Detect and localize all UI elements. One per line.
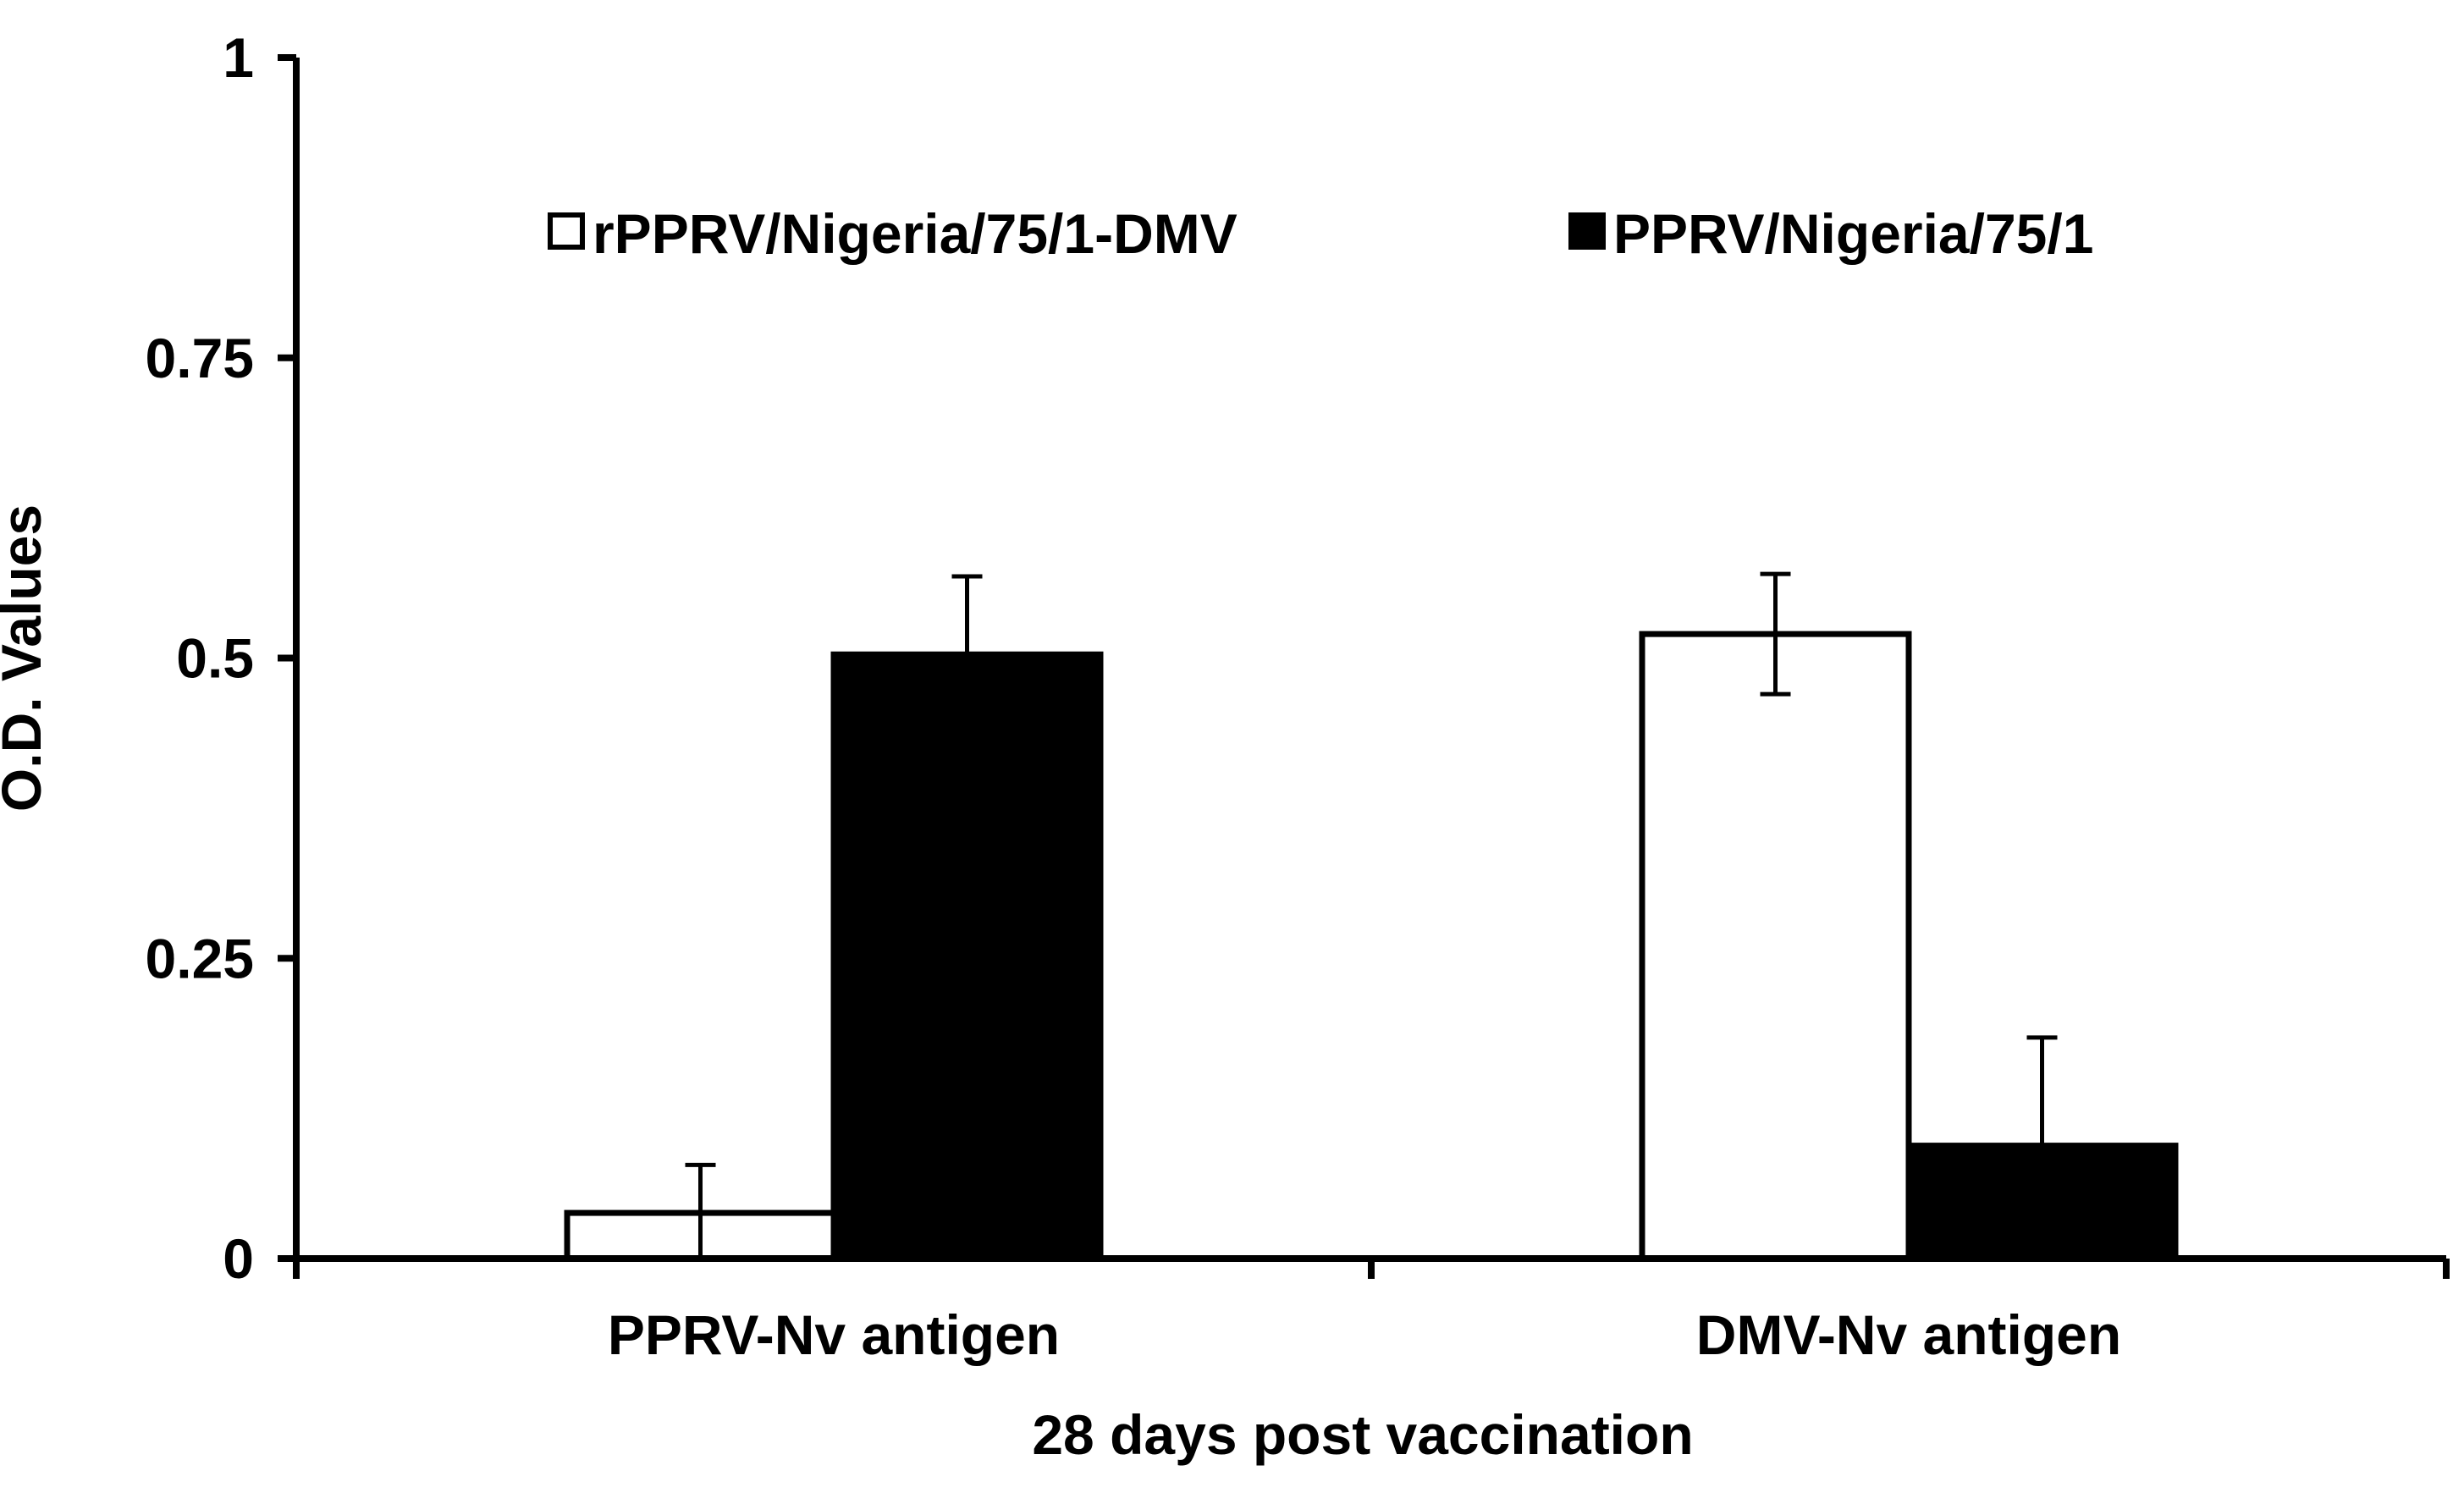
y-tick-label: 0.25 [146,927,254,989]
bars-layer [564,631,2179,1262]
x-tick-label: PPRV-Nv antigen [608,1303,1060,1366]
legend: rPPRV/Nigeria/75/1-DMV PPRV/Nigeria/75/1 [548,202,2093,265]
y-tick-label: 0 [223,1227,254,1290]
x-axis-label: 28 days post vaccination [1032,1403,1693,1466]
y-axis-label: O.D. Values [0,504,52,812]
legend-label: rPPRV/Nigeria/75/1-DMV [593,202,1238,265]
error-bars-layer [685,571,2058,1259]
bar-rpprv-dmv-1 [1639,631,1912,1262]
bar-pprv-0 [830,651,1104,1262]
y-tick-label: 1 [223,26,254,89]
legend-label: PPRV/Nigeria/75/1 [1613,202,2093,265]
x-ticks-layer: PPRV-Nv antigen DMV-Nv antigen [293,1259,2450,1366]
y-ticks-layer: 0 0.25 0.5 0.75 1 [146,26,296,1290]
legend-swatch [548,212,585,250]
y-tick-label: 0.5 [176,627,254,690]
legend-swatch [1568,212,1606,250]
y-tick-label: 0.75 [146,327,254,389]
x-tick-label: DMV-Nv antigen [1696,1303,2121,1366]
